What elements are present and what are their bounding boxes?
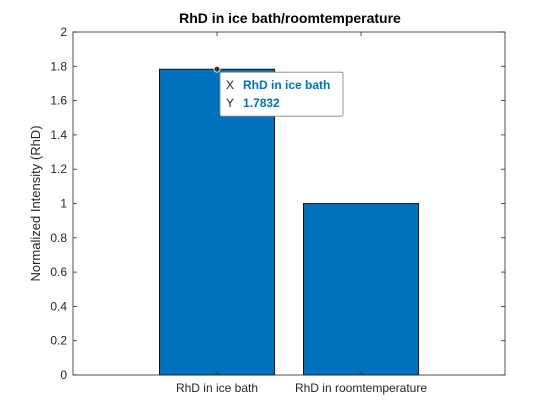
data-tip-x-line: X RhD in ice bath (226, 76, 330, 93)
x-tick-label: RhD in roomtemperature (295, 381, 427, 395)
bar-2[interactable] (302, 203, 419, 376)
axes-box (72, 31, 506, 376)
bar-1[interactable] (158, 68, 275, 376)
x-tick-label: RhD in ice bath (176, 381, 258, 395)
data-tip-x-key: X (226, 78, 234, 92)
y-tick-label: 1 (60, 197, 67, 211)
data-tip-box (219, 71, 344, 117)
bars-group (158, 68, 419, 376)
data-tip-y-line: Y 1.7832 (226, 94, 280, 111)
y-axis-ticks: 0 0.2 0.4 0.6 0.8 1 1.2 1.4 1.6 1.8 2 (50, 25, 505, 382)
x-axis-ticks: RhD in ice bath RhD in roomtemperature (176, 32, 427, 395)
data-tip-y-value: 1.7832 (243, 96, 280, 110)
y-axis-label: Normalized Intensity (RhD) (28, 125, 43, 281)
data-tip-marker[interactable] (213, 65, 221, 73)
y-tick-label: 1.4 (50, 128, 67, 142)
data-tip-y-key: Y (226, 96, 234, 110)
y-tick-label: 1.8 (50, 59, 67, 73)
y-tick-label: 0.6 (50, 265, 67, 279)
y-tick-label: 1.6 (50, 94, 67, 108)
data-tip-x-value: RhD in ice bath (243, 78, 330, 92)
chart-title: RhD in ice bath/roomtemperature (179, 10, 401, 26)
y-tick-label: 0.2 (50, 334, 67, 348)
y-tick-label: 0.8 (50, 231, 67, 245)
y-tick-label: 0 (60, 368, 67, 382)
data-tip[interactable]: X RhD in ice bath Y 1.7832 (213, 65, 344, 117)
y-tick-label: 0.4 (50, 299, 67, 313)
y-tick-label: 2 (60, 25, 67, 39)
y-tick-label: 1.2 (50, 162, 67, 176)
